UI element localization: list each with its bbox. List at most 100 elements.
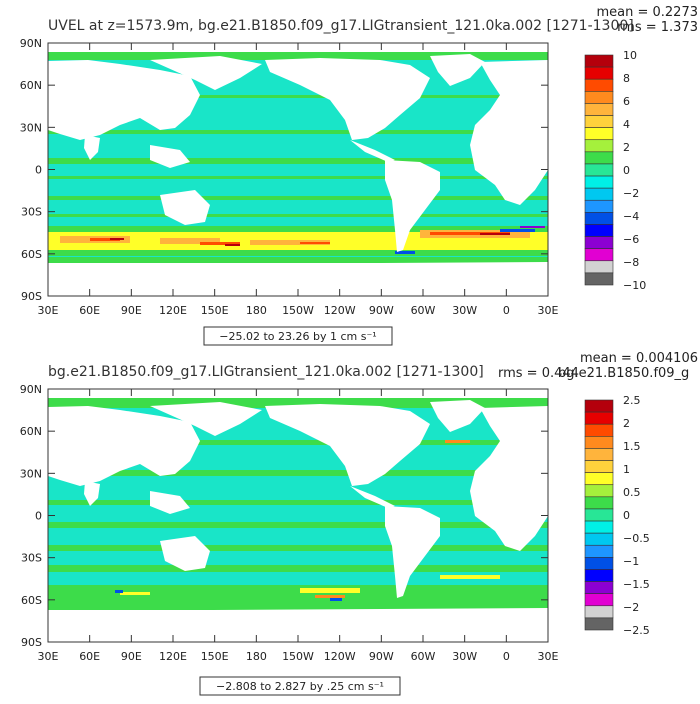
colorbar-swatch [584,496,614,510]
colorbar-label: −6 [623,233,639,246]
lat-label: 90N [20,383,42,396]
colorbar-swatch [584,617,614,631]
lat-label: 0 [35,164,42,177]
colorbar-swatch [584,423,614,437]
lat-label: 30S [21,552,42,565]
colorbar-label: −2 [623,601,639,614]
panel-1-lon-axis: 30E 60E 90E 120E 150E 180 150W 120W 90W 60W 30W 0 30… [38,304,559,317]
lat-label: 30S [21,206,42,219]
colorbar-label: 1 [623,463,630,476]
lat-label: 60S [21,594,42,607]
colorbar-label: 1.5 [623,440,641,453]
lat-label: 30N [20,467,42,480]
colorbar-swatch [584,212,614,225]
colorbar-swatch [584,103,614,116]
panel-1-title: UVEL at z=1573.9m, bg.e21.B1850.f09_g17.… [48,18,634,34]
lat-label: 60S [21,248,42,261]
panel-1-range: −25.02 to 23.26 by 1 cm s⁻¹ [219,330,376,343]
panel-2-rms: rms = 0.444 [498,366,579,381]
colorbar-label: −0.5 [623,532,650,545]
lon-label: 150E [201,304,229,317]
colorbar-swatch [584,78,614,92]
panel-2-range: −2.808 to 2.827 by .25 cm s⁻¹ [216,680,384,693]
colorbar-swatch [584,260,614,274]
colorbar-label: −1.5 [623,578,650,591]
lat-label: 60N [20,425,42,438]
lon-label: 0 [503,650,510,663]
colorbar-swatch [584,187,614,201]
colorbar-swatch [584,199,614,213]
colorbar-swatch [584,115,614,128]
panel-1-range-box [203,326,393,346]
lon-label: 30E [38,650,59,663]
panel-1: UVEL at z=1573.9m, bg.e21.B1850.f09_g17.… [20,5,698,346]
panel-1-colorbar: 10 8 6 4 2 0 −2 −4 −6 −8 −10 [584,49,646,292]
panel-2-lon-axis: 30E 60E 90E 120E 150E 180 150W 120W 90W 60W 30W 0 30… [38,650,559,663]
colorbar-swatch [584,569,614,582]
lon-label: 150W [282,650,314,663]
colorbar-swatch [584,593,614,607]
lon-label: 180 [246,650,267,663]
lat-label: 30N [20,121,42,134]
colorbar-swatch [584,557,614,570]
colorbar-label: 10 [623,49,637,62]
lon-label: 30E [538,650,559,663]
lon-label: 30W [452,304,477,317]
panel-2-map [48,389,548,642]
colorbar-swatch [584,54,614,68]
lat-label: 60N [20,79,42,92]
lat-label: 0 [35,510,42,523]
lat-label: 90S [21,290,42,303]
panel-1-map [48,43,548,296]
panel-2-range-box [199,676,401,696]
colorbar-swatch [584,484,614,498]
colorbar-swatch [584,236,614,249]
colorbar-label: −2 [623,187,639,200]
lon-label: 120E [159,650,187,663]
colorbar-swatch [584,399,614,413]
colorbar-swatch [584,151,614,165]
lat-label: 90N [20,37,42,50]
lon-label: 120W [324,304,356,317]
lon-label: 60W [411,304,436,317]
lon-label: 120W [324,650,356,663]
lon-label: 90E [121,650,142,663]
colorbar-swatch [584,127,614,141]
panel-2-colorbar: 2.5 2 1.5 1 0.5 0 −0.5 −1 −1.5 −2 −2.5 [584,394,650,637]
colorbar-label: −2.5 [623,624,650,637]
lon-label: 30E [38,304,59,317]
panel-2-ticks [47,388,549,643]
colorbar-label: 2.5 [623,394,641,407]
colorbar-label: 0.5 [623,486,641,499]
colorbar-swatch [584,224,614,237]
colorbar-label: −1 [623,555,639,568]
lon-label: 90W [369,304,394,317]
lon-label: 90E [121,304,142,317]
colorbar-swatch [584,272,614,286]
panel-1-lat-axis: 90N 60N 30N 0 30S 60S 90S [20,37,42,303]
colorbar-swatch [584,411,614,425]
lon-label: 30E [538,304,559,317]
panel-2-mean: mean = 0.004106 [580,351,698,366]
panel-2-extra-title: bg.e21.B1850.f09_g [558,366,689,381]
colorbar-label: 6 [623,95,630,108]
lon-label: 60E [79,304,100,317]
colorbar-swatch [584,175,614,189]
colorbar-swatch [584,436,614,449]
panel-1-ticks [47,42,549,297]
lat-label: 90S [21,636,42,649]
panel-2-lat-axis: 90N 60N 30N 0 30S 60S 90S [20,383,42,649]
colorbar-swatch [584,448,614,461]
colorbar-label: 4 [623,118,630,131]
lon-label: 180 [246,304,267,317]
panel-1-rms: rms = 1.373 [617,20,698,35]
colorbar-swatch [584,544,614,558]
lon-label: 60W [411,650,436,663]
lon-label: 30W [452,650,477,663]
colorbar-swatch [584,139,614,153]
colorbar-label: 8 [623,72,630,85]
colorbar-label: −8 [623,256,639,269]
lon-label: 0 [503,304,510,317]
colorbar-label: −10 [623,279,646,292]
